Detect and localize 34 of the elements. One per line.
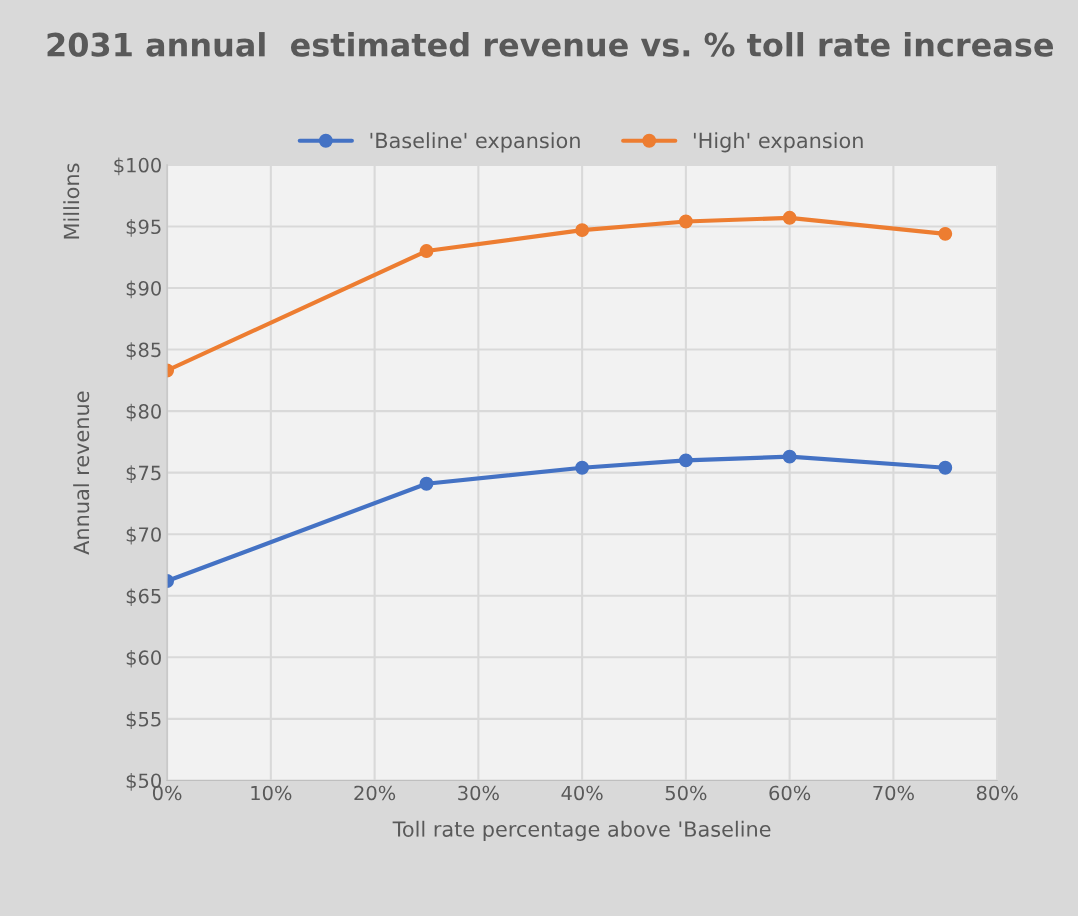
y-tick-label: $85 <box>126 342 161 360</box>
x-tick-label: 60% <box>769 785 811 801</box>
legend-label: 'Baseline' expansion <box>370 132 580 153</box>
y-tick-label: $100 <box>114 157 161 176</box>
x-tick-label: 30% <box>458 785 499 801</box>
y-tick-label: $55 <box>126 711 161 730</box>
point <box>575 223 590 238</box>
text: Millions <box>63 163 80 239</box>
point <box>575 460 590 475</box>
x-axis-title: Toll rate percentage above 'Baseline <box>392 820 771 841</box>
point <box>419 476 434 491</box>
x-tick-label: 50% <box>665 785 707 801</box>
point <box>938 226 953 241</box>
y-axis-title: Annual revenue <box>73 391 90 555</box>
y-tick-label: $65 <box>126 588 161 607</box>
point <box>938 460 953 475</box>
point <box>678 214 693 229</box>
y-tick-label: $70 <box>126 526 161 545</box>
x-tick-label: 80% <box>976 785 1018 801</box>
point <box>678 453 693 468</box>
x-tick-label: 40% <box>561 785 603 801</box>
y-tick-label: $60 <box>126 649 161 668</box>
point <box>782 449 797 464</box>
point <box>782 210 797 225</box>
x-tick-label: 70% <box>873 785 914 801</box>
chart-title: 2031 annual estimated revenue vs. % toll rate increase <box>47 32 1053 57</box>
point <box>419 244 434 259</box>
y-tick-label: $95 <box>126 219 161 237</box>
y-tick-label: $80 <box>126 403 161 422</box>
x-tick-label: 20% <box>354 785 396 801</box>
legend-label: 'High' expansion <box>693 132 863 153</box>
y-tick-label: $75 <box>126 465 161 483</box>
x-tick-label: 10% <box>251 785 292 801</box>
y-tick-label: $90 <box>126 280 161 299</box>
